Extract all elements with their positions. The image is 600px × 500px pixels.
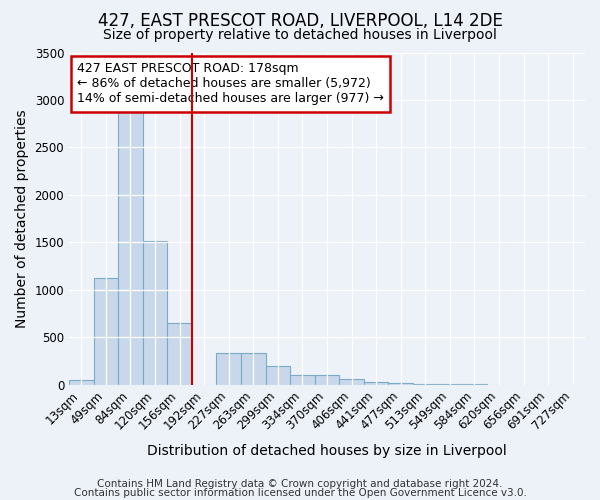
Bar bbox=[290, 375, 315, 384]
Bar bbox=[241, 354, 266, 384]
Text: Size of property relative to detached houses in Liverpool: Size of property relative to detached ho… bbox=[103, 28, 497, 42]
Bar bbox=[94, 278, 118, 384]
Bar bbox=[143, 242, 167, 384]
Bar bbox=[340, 379, 364, 384]
Text: 427, EAST PRESCOT ROAD, LIVERPOOL, L14 2DE: 427, EAST PRESCOT ROAD, LIVERPOOL, L14 2… bbox=[98, 12, 502, 30]
Bar bbox=[315, 375, 340, 384]
Bar bbox=[364, 382, 388, 384]
Bar bbox=[118, 106, 143, 384]
Text: Contains public sector information licensed under the Open Government Licence v3: Contains public sector information licen… bbox=[74, 488, 526, 498]
Bar bbox=[388, 383, 413, 384]
X-axis label: Distribution of detached houses by size in Liverpool: Distribution of detached houses by size … bbox=[147, 444, 507, 458]
Text: 427 EAST PRESCOT ROAD: 178sqm
← 86% of detached houses are smaller (5,972)
14% o: 427 EAST PRESCOT ROAD: 178sqm ← 86% of d… bbox=[77, 62, 383, 106]
Bar bbox=[217, 354, 241, 384]
Bar bbox=[167, 323, 192, 384]
Bar bbox=[266, 366, 290, 384]
Y-axis label: Number of detached properties: Number of detached properties bbox=[15, 110, 29, 328]
Text: Contains HM Land Registry data © Crown copyright and database right 2024.: Contains HM Land Registry data © Crown c… bbox=[97, 479, 503, 489]
Bar bbox=[69, 380, 94, 384]
